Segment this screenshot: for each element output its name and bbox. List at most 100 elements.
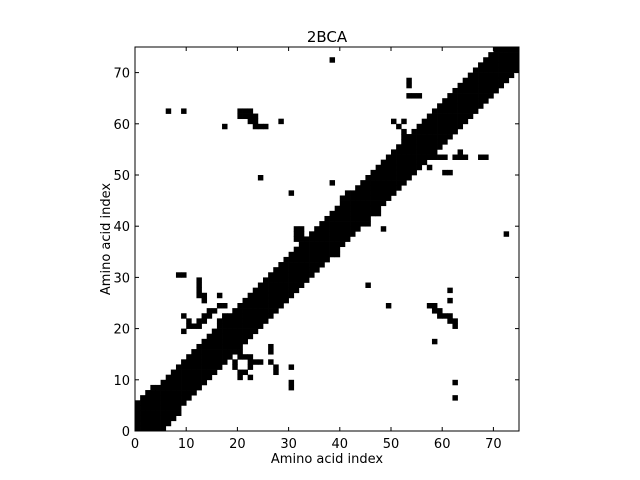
heatmap-cell [344,205,351,212]
heatmap-cell [140,395,146,401]
x-tick-label: 50 [383,437,400,452]
heatmap-cell [247,323,254,329]
heatmap-cell [447,318,453,324]
heatmap-cell [191,359,197,365]
heatmap-cell [462,87,469,94]
x-axis-label: Amino acid index [271,452,383,467]
heatmap-cell [360,195,366,201]
heatmap-cell [201,349,208,355]
heatmap-cell [355,190,361,196]
heatmap-cell [431,123,438,130]
heatmap-cell [150,405,156,411]
heatmap-cell [324,221,330,227]
heatmap-cell [431,338,438,345]
x-tick-label: 70 [485,437,502,452]
heatmap-cell [498,72,504,79]
heatmap-cell [478,87,484,94]
heatmap-cell [242,303,248,309]
heatmap-cell [273,303,279,309]
heatmap-cell [165,379,172,386]
heatmap-cell [437,134,443,140]
heatmap-cell [447,113,453,120]
heatmap-cell [288,277,295,283]
heatmap-cell [431,118,438,125]
heatmap-cell [181,400,187,406]
heatmap-cell [165,384,172,391]
y-tick-label: 30 [113,271,130,286]
heatmap-cell [437,103,443,109]
heatmap-cell [288,251,295,258]
heatmap-cell [452,103,458,109]
heatmap-cell [175,384,182,391]
heatmap-cell [339,231,346,237]
heatmap-cell [472,98,479,104]
heatmap-cell [391,185,397,191]
heatmap-cell [201,292,208,299]
heatmap-cell [216,292,223,299]
heatmap-cell [257,318,264,324]
heatmap-cell [421,139,428,145]
heatmap-cell [211,364,218,370]
heatmap-cell [370,205,376,212]
heatmap-cell [227,349,233,355]
plot-area [135,47,520,432]
heatmap-cell [411,164,417,171]
heatmap-cell [319,251,325,258]
heatmap-cell [288,282,295,288]
heatmap-cell [442,108,448,114]
heatmap-cell [216,328,223,335]
heatmap-cell [237,333,243,340]
heatmap-cell [303,267,310,273]
heatmap-cell [247,328,254,335]
heatmap-cell [508,67,515,73]
heatmap-cell [237,318,243,324]
heatmap-cell [411,169,417,176]
heatmap-cell [206,333,213,340]
heatmap-cell [227,343,233,350]
heatmap-cell [201,374,208,381]
heatmap-cell [186,323,192,329]
heatmap-cell [181,272,187,278]
heatmap-cell [406,82,412,89]
heatmap-cell [488,72,494,79]
heatmap-cell [360,221,366,227]
heatmap-cell [421,144,428,150]
heatmap-cell [457,113,464,120]
heatmap-cell [257,308,264,314]
heatmap-cell [452,98,458,104]
heatmap-cell [237,308,243,314]
heatmap-cell [437,144,443,150]
heatmap-cell [135,425,141,432]
heatmap-cell [150,400,156,406]
heatmap-cell [298,262,305,268]
heatmap-cell [472,72,479,79]
heatmap-cell [488,67,494,73]
heatmap-cell [411,159,417,166]
heatmap-cell [222,323,228,329]
heatmap-cell [278,282,284,288]
heatmap-cell [293,287,300,294]
heatmap-cell [268,277,274,283]
heatmap-cell [493,77,499,84]
heatmap-cell [344,190,351,196]
heatmap-cell [385,185,392,191]
heatmap-cell [380,195,387,201]
heatmap-cell [175,364,182,370]
heatmap-cell [324,256,330,263]
heatmap-cell [181,359,187,365]
heatmap-cell [309,241,315,248]
heatmap-cell [503,231,510,237]
heatmap-cell [478,103,484,109]
heatmap-cell [508,57,515,63]
heatmap-cell [319,241,325,248]
heatmap-cell [216,349,223,355]
heatmap-cell [447,98,453,104]
heatmap-cell [416,164,423,171]
heatmap-cell [416,128,423,135]
heatmap-cell [170,415,177,422]
heatmap-cell [252,359,259,365]
heatmap-cell [303,262,310,268]
heatmap-cell [431,144,438,150]
heatmap-cell [227,333,233,340]
heatmap-cell [498,67,504,73]
